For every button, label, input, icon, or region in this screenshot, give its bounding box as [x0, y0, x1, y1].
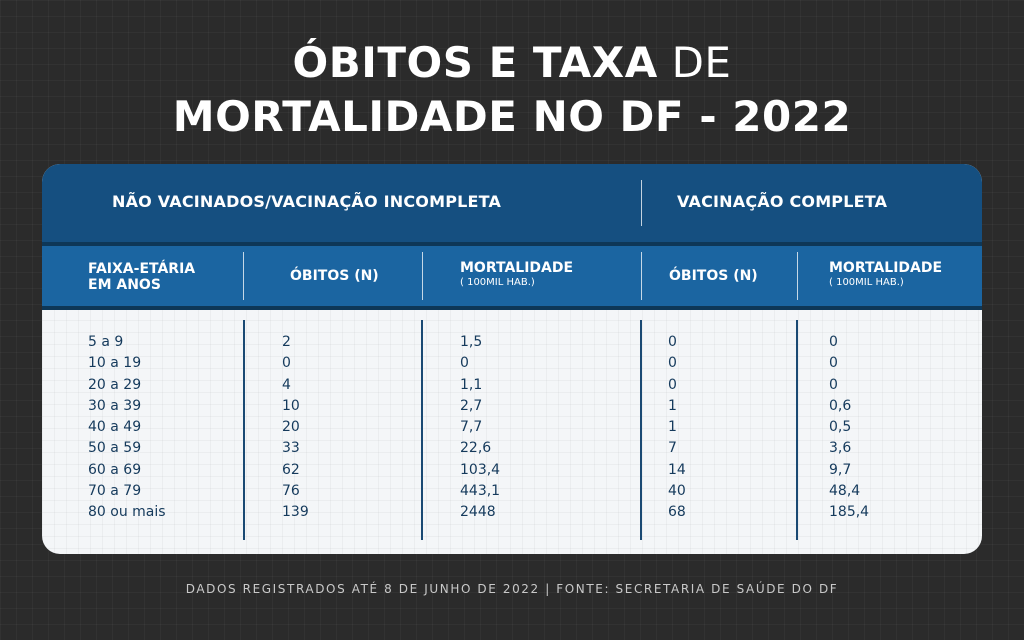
- page-title: ÓBITOS E TAXA DE MORTALIDADE NO DF - 202…: [0, 36, 1024, 144]
- title-line-1: ÓBITOS E TAXA DE: [0, 36, 1024, 90]
- mortality-header-label: MORTALIDADE: [829, 260, 943, 276]
- table-cell-unvac-deaths: 0: [282, 355, 291, 372]
- source-footer: DADOS REGISTRADOS ATÉ 8 DE JUNHO DE 2022…: [185, 582, 839, 596]
- column-divider: [422, 252, 423, 300]
- table-cell-unvac-mort: 0: [460, 355, 469, 372]
- table-cell-age: 70 a 79: [88, 483, 142, 500]
- table-cell-age: 50 a 59: [88, 440, 142, 457]
- title-bold-part: ÓBITOS E TAXA: [292, 38, 658, 87]
- table-cell-age: 40 a 49: [88, 419, 142, 436]
- column-header-unvac-deaths: ÓBITOS (N): [290, 268, 379, 284]
- table-cell-age: 60 a 69: [88, 461, 142, 478]
- table-cell-unvac-deaths: 10: [282, 397, 300, 414]
- title-line-2-text: MORTALIDADE NO DF - 2022: [172, 92, 852, 141]
- table-cell-vac-mort: 0,5: [829, 419, 852, 436]
- age-header-line-1: FAIXA-ETÁRIA: [88, 261, 196, 277]
- table-cell-vac-mort: 0: [829, 334, 838, 350]
- column-divider: [421, 320, 423, 540]
- unvac-mortality-column: 1,5 0 1,1 2,7 7,7 22,6 103,4 443,1 2448: [460, 332, 500, 524]
- header-separator: [42, 306, 982, 310]
- table-cell-vac-deaths: 7: [668, 440, 677, 457]
- mortality-header-unit: ( 100MIL HAB.): [460, 277, 535, 288]
- table-cell-unvac-mort: 443,1: [460, 483, 501, 500]
- column-divider: [243, 252, 244, 300]
- column-divider: [641, 180, 642, 226]
- group-header-unvaccinated: NÃO VACINADOS/VACINAÇÃO INCOMPLETA: [112, 192, 502, 211]
- table-cell-unvac-mort: 22,6: [460, 440, 492, 457]
- table-cell-unvac-mort: 1,5: [460, 334, 483, 350]
- mortality-header-unit: ( 100MIL HAB.): [829, 277, 904, 288]
- table-cell-age: 5 a 9: [88, 334, 124, 350]
- table-cell-unvac-mort: 2,7: [460, 397, 483, 414]
- table-cell-unvac-deaths: 139: [282, 504, 309, 521]
- table-cell-unvac-mort: 2448: [460, 504, 496, 521]
- column-header-unvac-mortality: MORTALIDADE ( 100MIL HAB.): [460, 260, 573, 290]
- header-separator: [42, 242, 982, 246]
- age-column: 5 a 9 10 a 19 20 a 29 30 a 39 40 a 49 50 a 59…: [88, 332, 166, 524]
- group-header-vaccinated: VACINAÇÃO COMPLETA: [677, 192, 888, 211]
- table-cell-age: 10 a 19: [88, 355, 142, 372]
- table-cell-unvac-deaths: 62: [282, 461, 300, 478]
- table-cell-vac-mort: 0,6: [829, 397, 852, 414]
- table-cell-vac-deaths: 0: [668, 376, 677, 393]
- table-cell-vac-deaths: 0: [668, 355, 677, 372]
- column-header-vac-mortality: MORTALIDADE ( 100MIL HAB.): [829, 260, 942, 290]
- table-cell-vac-mort: 48,4: [829, 483, 861, 500]
- title-line-2: MORTALIDADE NO DF - 2022: [0, 90, 1024, 144]
- column-header-age: FAIXA-ETÁRIA EM ANOS: [88, 261, 195, 293]
- table-cell-unvac-mort: 1,1: [460, 376, 483, 393]
- table-cell-vac-mort: 3,6: [829, 440, 852, 457]
- table-cell-unvac-deaths: 2: [282, 334, 291, 350]
- table-cell-age: 80 ou mais: [88, 504, 166, 521]
- column-divider: [243, 320, 245, 540]
- table-cell-vac-deaths: 0: [668, 334, 677, 350]
- table-cell-age: 30 a 39: [88, 397, 142, 414]
- mortality-table: NÃO VACINADOS/VACINAÇÃO INCOMPLETA VACIN…: [42, 164, 982, 554]
- table-cell-vac-mort: 0: [829, 355, 838, 372]
- column-divider: [640, 320, 642, 540]
- column-header-row: [42, 246, 982, 306]
- unvac-deaths-column: 2 0 4 10 20 33 62 76 139: [282, 332, 309, 524]
- table-cell-vac-deaths: 1: [668, 419, 677, 436]
- column-divider: [797, 252, 798, 300]
- group-header-row: [42, 164, 982, 242]
- table-cell-unvac-deaths: 33: [282, 440, 300, 457]
- title-light-part: DE: [671, 38, 732, 87]
- vac-mortality-column: 0 0 0 0,6 0,5 3,6 9,7 48,4 185,4: [829, 332, 869, 524]
- table-cell-vac-deaths: 1: [668, 397, 677, 414]
- column-divider: [796, 320, 798, 540]
- table-cell-age: 20 a 29: [88, 376, 142, 393]
- table-cell-unvac-deaths: 4: [282, 376, 291, 393]
- table-cell-unvac-mort: 7,7: [460, 419, 483, 436]
- table-cell-vac-mort: 0: [829, 376, 838, 393]
- column-header-vac-deaths: ÓBITOS (N): [669, 268, 758, 284]
- table-cell-vac-deaths: 14: [668, 461, 686, 478]
- vac-deaths-column: 0 0 0 1 1 7 14 40 68: [668, 332, 686, 524]
- column-divider: [641, 252, 642, 300]
- table-cell-vac-mort: 185,4: [829, 504, 870, 521]
- table-cell-vac-deaths: 40: [668, 483, 686, 500]
- table-cell-vac-deaths: 68: [668, 504, 686, 521]
- age-header-line-2: EM ANOS: [88, 277, 161, 293]
- table-cell-unvac-deaths: 20: [282, 419, 300, 436]
- table-cell-vac-mort: 9,7: [829, 461, 852, 478]
- table-cell-unvac-mort: 103,4: [460, 461, 501, 478]
- mortality-header-label: MORTALIDADE: [460, 260, 574, 276]
- table-cell-unvac-deaths: 76: [282, 483, 300, 500]
